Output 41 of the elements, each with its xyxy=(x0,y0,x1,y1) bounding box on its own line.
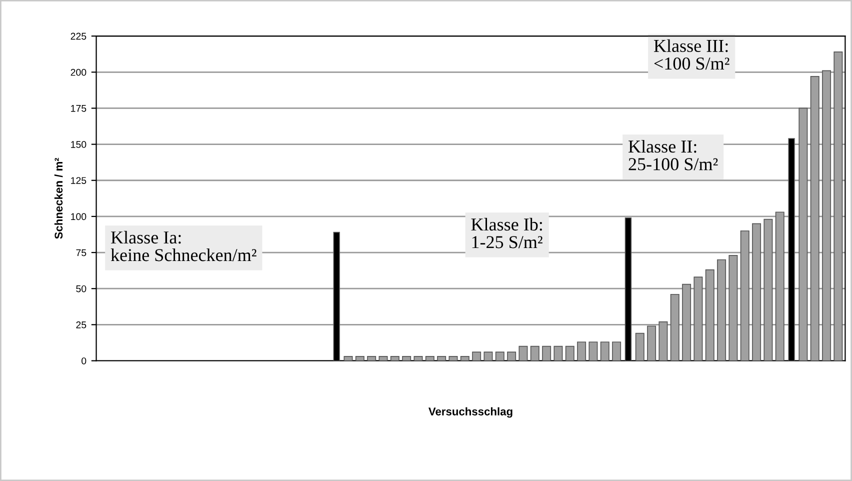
bar xyxy=(518,346,528,361)
annotation: Klasse II: 25-100 S/m² xyxy=(628,140,718,170)
annotation: Klasse Ib: 1-25 S/m² xyxy=(471,218,542,248)
y-tick-label: 125 xyxy=(71,177,86,184)
y-tick-label: 0 xyxy=(82,357,86,364)
bar xyxy=(612,342,622,361)
bar xyxy=(600,342,610,361)
annotation: Klasse III: <100 S/m² xyxy=(654,39,730,70)
bar xyxy=(448,356,458,361)
bar xyxy=(355,356,364,361)
bar xyxy=(390,356,400,361)
bar xyxy=(495,352,504,361)
bar xyxy=(378,356,388,361)
bar xyxy=(414,356,423,361)
bar xyxy=(507,352,516,361)
bar xyxy=(402,356,412,361)
y-tick-label: 50 xyxy=(76,285,86,292)
y-tick-label: 75 xyxy=(76,249,86,256)
annotation: Klasse Ia: keine Schnecken/m² xyxy=(110,230,256,262)
bar xyxy=(437,356,446,361)
y-axis-title: Schnecken / m² xyxy=(54,158,63,239)
y-tick-label: 175 xyxy=(71,105,86,112)
bar xyxy=(460,356,470,361)
y-tick-label: 200 xyxy=(70,68,86,76)
bar xyxy=(484,352,493,361)
bar xyxy=(542,346,552,361)
bar xyxy=(530,346,540,361)
bar xyxy=(554,346,563,361)
x-axis-title: Versuchsschlag xyxy=(428,407,512,418)
bar xyxy=(565,346,574,361)
y-tick-label: 150 xyxy=(71,141,86,148)
bar xyxy=(344,356,353,361)
bar xyxy=(588,342,598,361)
y-tick-label: 100 xyxy=(71,213,86,220)
bar xyxy=(577,342,586,361)
bar xyxy=(472,352,482,361)
bar xyxy=(425,356,434,361)
y-tick-label: 225 xyxy=(70,32,86,40)
bar xyxy=(367,356,376,361)
y-tick-label: 25 xyxy=(76,321,86,328)
bar xyxy=(635,332,644,361)
